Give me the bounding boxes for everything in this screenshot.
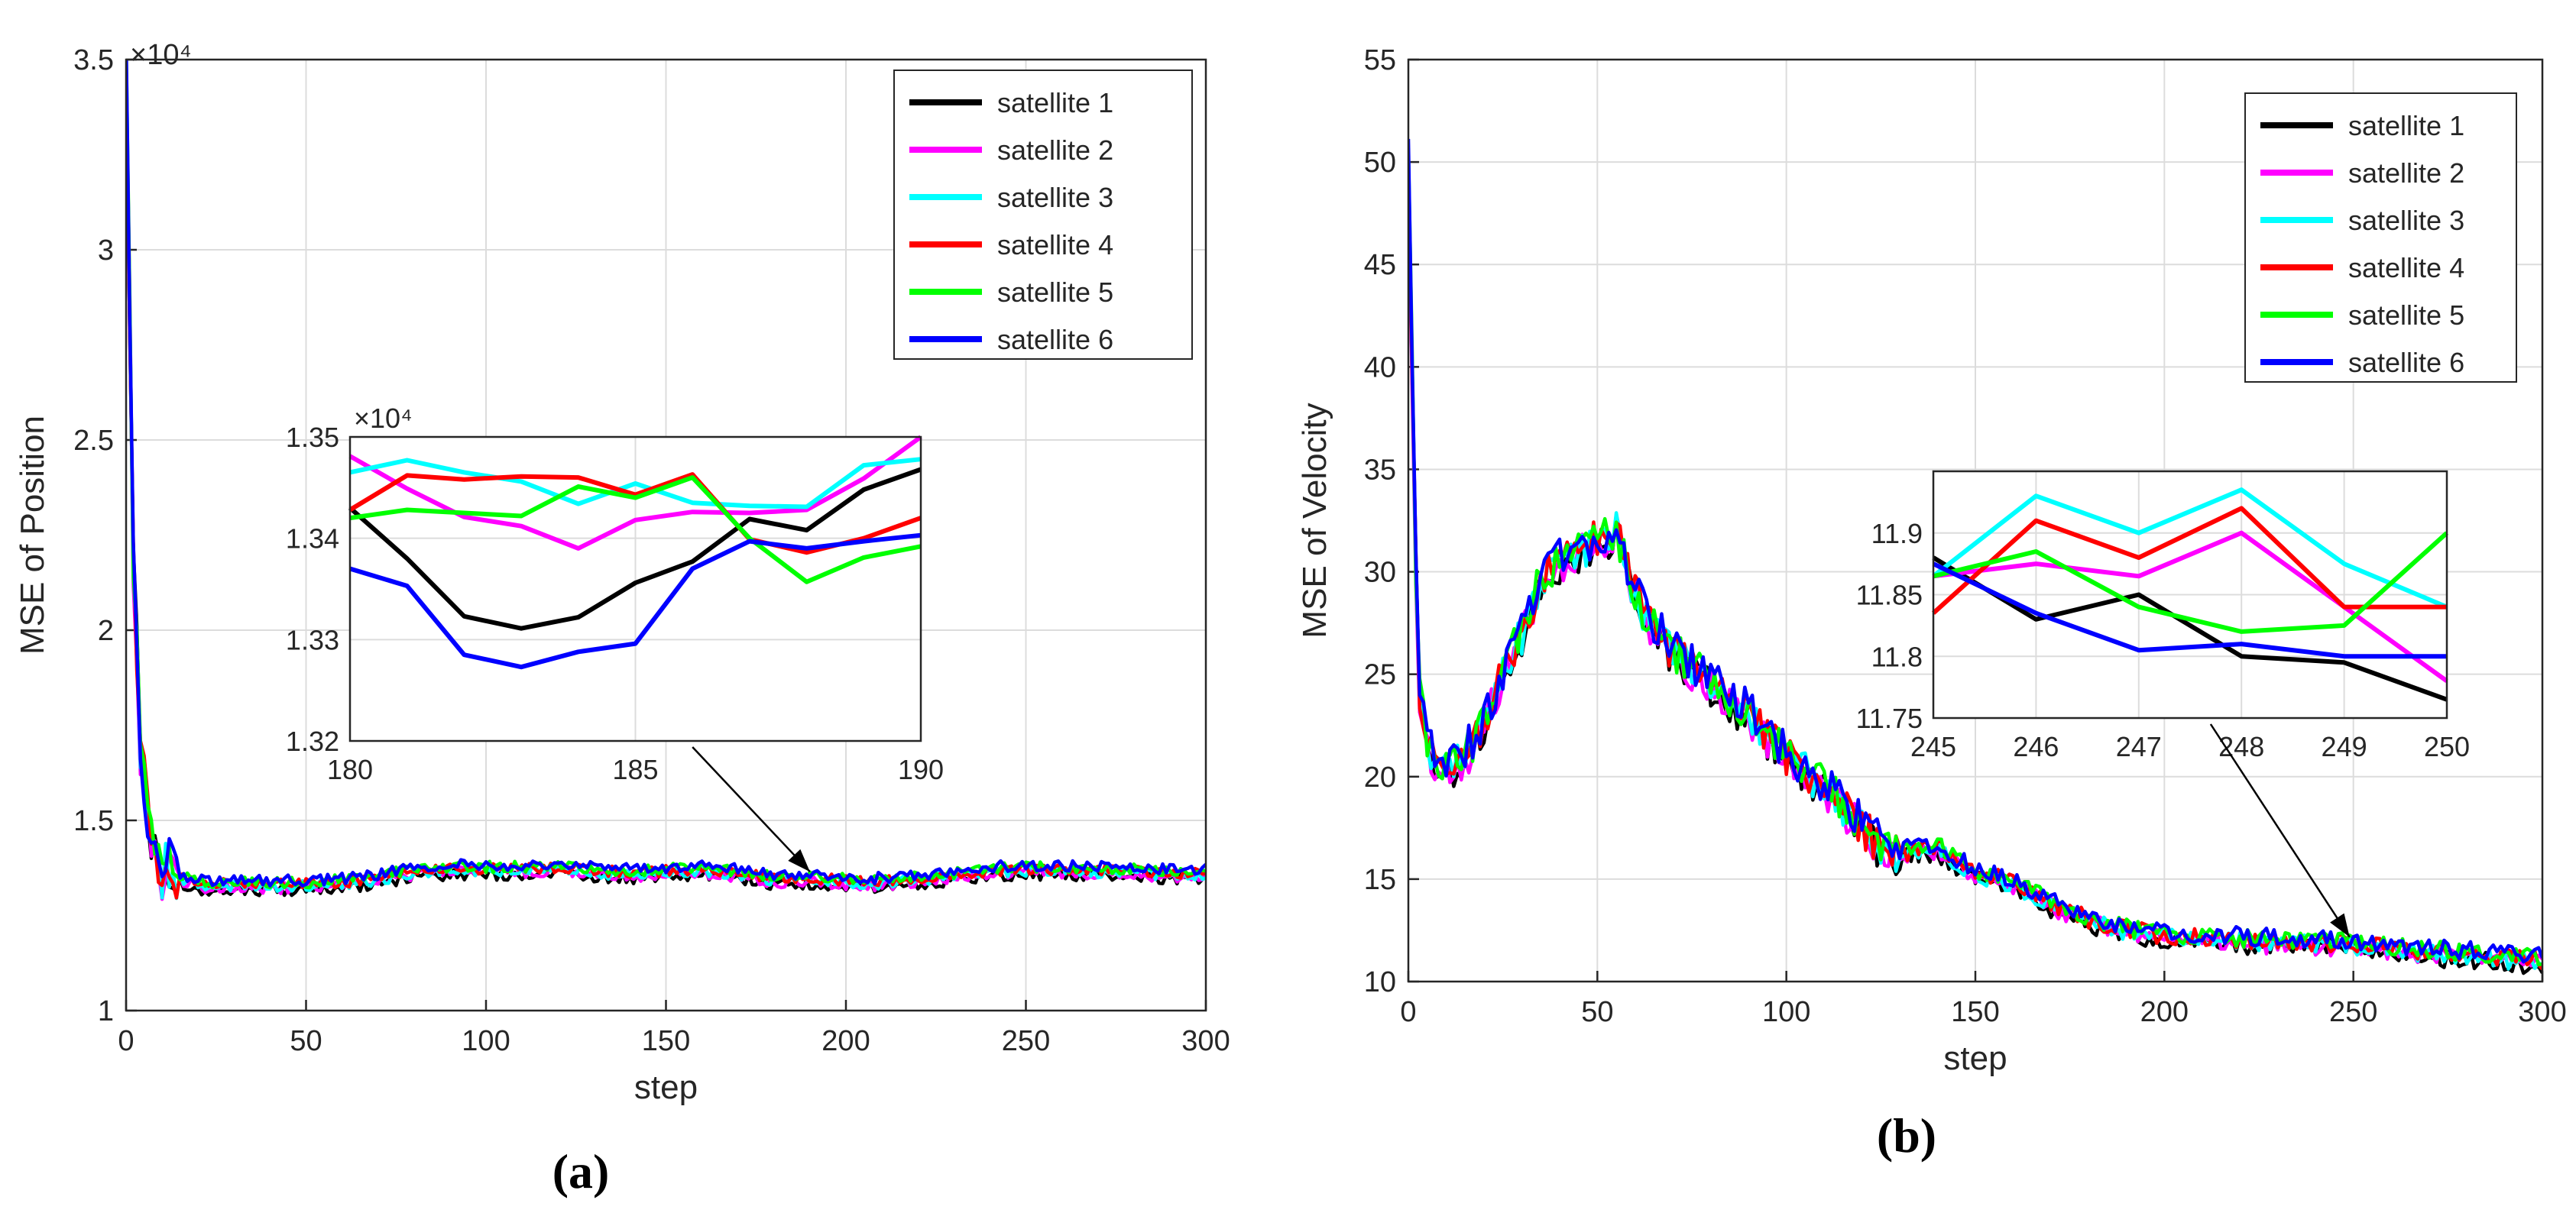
inset-y-exponent-label: ×10⁴: [354, 403, 413, 434]
panel-b: 0 50 100 150 200 250 300 10 15 20 25 30 35 40 45 50 55 st…: [1296, 44, 2567, 1163]
x-tick-label: 250: [1002, 1025, 1050, 1057]
inset-y-tick-label: 11.8: [1871, 641, 1923, 672]
series-group: [126, 60, 1206, 901]
series-line-satellite-6: [126, 60, 1206, 888]
x-tick-label: 100: [1762, 996, 1810, 1028]
x-tick-label: 150: [1951, 996, 1999, 1028]
y-tick-label: 10: [1364, 966, 1396, 998]
zoom-arrow-head: [788, 849, 810, 872]
x-tick-label: 50: [290, 1025, 322, 1057]
series-group: [1408, 138, 2542, 975]
legend-entry: satellite 5: [2348, 299, 2464, 331]
y-axis-label: MSE of Velocity: [1296, 403, 1333, 638]
y-tick-label: 2.5: [73, 425, 114, 457]
inset-x-tick-label: 246: [2013, 731, 2059, 762]
y-axis-label: MSE of Position: [14, 416, 51, 655]
zoom-arrow-line: [692, 746, 811, 873]
legend-entry: satellite 3: [997, 182, 1113, 213]
x-tick-label: 100: [462, 1025, 510, 1057]
y-tick-label: 30: [1364, 557, 1396, 589]
inset-x-tick-label: 245: [1910, 731, 1956, 762]
y-tick-label: 25: [1364, 659, 1396, 691]
x-axis-label: step: [634, 1069, 698, 1106]
series-line-satellite-4: [1408, 157, 2542, 971]
legend-entry: satellite 4: [2348, 252, 2464, 283]
legend-entry: satellite 3: [2348, 205, 2464, 236]
plot-frame: [1407, 58, 2544, 983]
y-tick-label: 50: [1364, 147, 1396, 179]
legend-entry: satellite 1: [2348, 110, 2464, 141]
inset-series-satellite-1: [1932, 555, 2448, 702]
inset-y-tick-label: 11.9: [1871, 518, 1923, 549]
y-tick-label: 15: [1364, 864, 1396, 896]
x-tick-label: 300: [1181, 1025, 1230, 1057]
y-tick-label: 1: [98, 995, 114, 1027]
y-tick-label: 40: [1364, 351, 1396, 383]
panel-caption: (b): [1877, 1108, 1936, 1163]
inset-x-tick-label: 190: [898, 754, 944, 785]
inset-y-tick-label: 1.34: [286, 523, 339, 555]
x-axis-label: step: [1943, 1040, 2007, 1077]
inset-x-tick-label: 180: [327, 754, 373, 785]
inset-y-tick-label: 11.75: [1856, 703, 1923, 734]
legend-entry: satellite 6: [2348, 347, 2464, 378]
inset-x-tick-label: 250: [2424, 731, 2470, 762]
inset-series-satellite-5: [349, 475, 922, 584]
y-tick-label: 1.5: [73, 805, 114, 837]
series-line-satellite-6: [1408, 138, 2542, 964]
inset-x-tick-label: 185: [612, 754, 658, 785]
inset-series-satellite-6: [349, 532, 922, 670]
y-tick-label: 20: [1364, 762, 1396, 794]
legend-entry: satellite 4: [997, 229, 1113, 260]
y-tick-label: 3.5: [73, 44, 114, 76]
zoom-arrow-line: [2209, 723, 2351, 938]
legend-entry: satellite 1: [997, 87, 1113, 118]
y-tick-label: 45: [1364, 249, 1396, 281]
inset-y-tick-label: 1.35: [286, 422, 339, 453]
x-tick-label: 200: [821, 1025, 870, 1057]
legend-entry: satellite 2: [997, 134, 1113, 166]
x-tick-label: 200: [2140, 996, 2189, 1028]
x-tick-label: 0: [118, 1025, 134, 1057]
inset-series-satellite-3: [1932, 487, 2448, 610]
inset-y-tick-label: 11.85: [1856, 580, 1923, 611]
x-tick-label: 250: [2329, 996, 2377, 1028]
panel-a: 0 50 100 150 200 250 300 1 1.5 2 2.5 3 3.5 ×10⁴ step MS…: [14, 39, 1230, 1198]
zoom-arrow-head: [2330, 913, 2350, 937]
inset-y-tick-label: 1.33: [286, 624, 339, 655]
legend-box: [2244, 92, 2517, 383]
legend-box: [893, 70, 1193, 360]
inset-series-satellite-4: [1931, 506, 2447, 615]
plot-frame: [125, 58, 1207, 1012]
inset-series-satellite-6: [1932, 561, 2447, 659]
x-tick-label: 0: [1400, 996, 1416, 1028]
y-tick-label: 35: [1364, 454, 1396, 486]
inset-x-tick-label: 247: [2116, 731, 2162, 762]
x-tick-label: 300: [2518, 996, 2566, 1028]
legend-entry: satellite 6: [997, 324, 1113, 355]
legend-entry: satellite 5: [997, 277, 1113, 308]
inset-y-tick-label: 1.32: [286, 726, 339, 757]
inset-frame: [348, 435, 922, 742]
inset-series-satellite-1: [348, 467, 922, 631]
y-tick-label: 55: [1364, 44, 1396, 76]
inset-series-satellite-5: [1933, 531, 2449, 634]
inset-series-satellite-3: [349, 457, 922, 509]
y-tick-label: 3: [98, 235, 114, 267]
x-tick-label: 50: [1581, 996, 1613, 1028]
inset-series-satellite-2: [1933, 530, 2448, 684]
inset-frame: [1932, 470, 2448, 720]
y-tick-label: 2: [98, 615, 114, 647]
series-line-satellite-5: [126, 60, 1206, 890]
x-tick-label: 150: [642, 1025, 690, 1057]
inset-series-satellite-2: [348, 435, 922, 551]
y-exponent-label: ×10⁴: [130, 39, 192, 71]
inset-x-tick-label: 249: [2322, 731, 2367, 762]
legend-entry: satellite 2: [2348, 157, 2464, 189]
panel-caption: (a): [552, 1144, 610, 1198]
series-line-satellite-3: [126, 64, 1206, 901]
